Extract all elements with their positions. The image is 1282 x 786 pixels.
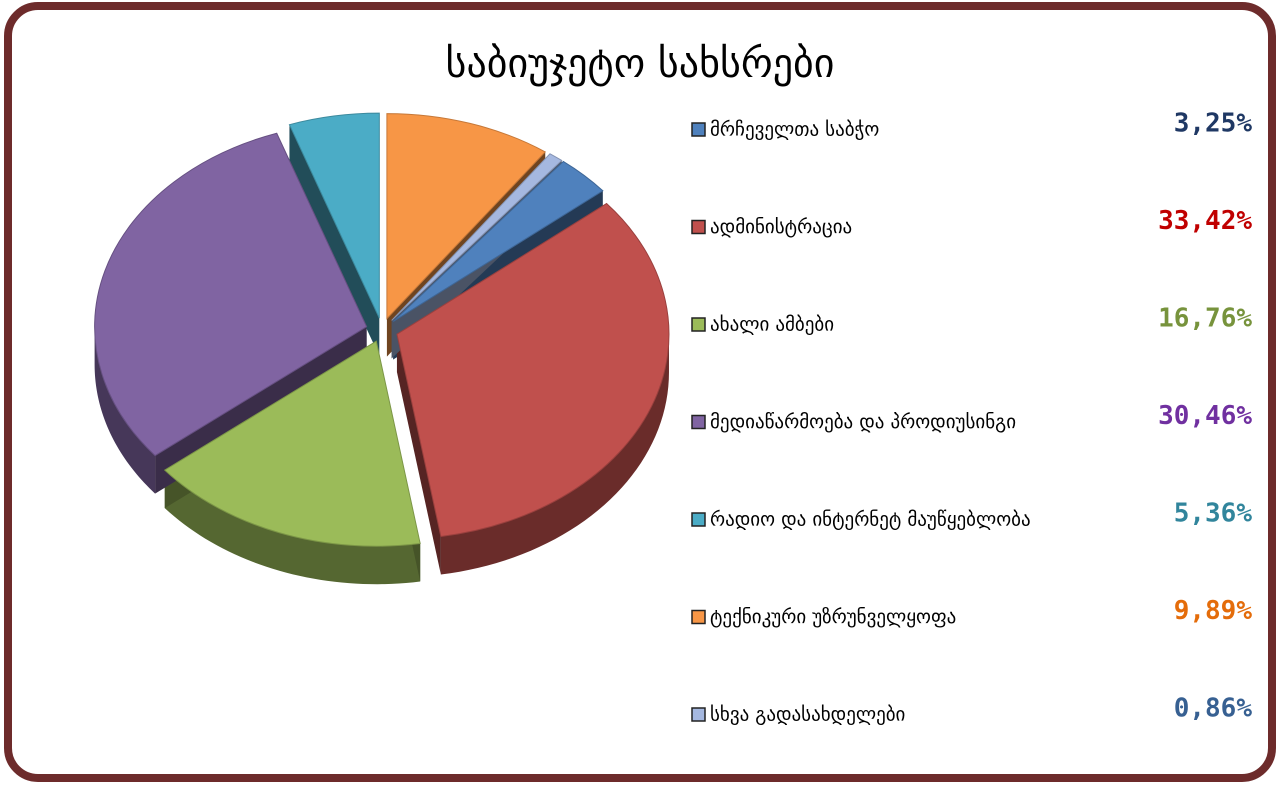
legend-swatch [691,707,706,722]
slice-side [94,326,156,494]
value-label: 33,42% [1158,206,1252,236]
slice [94,132,368,457]
legend-swatch [691,317,706,332]
legend-label: ტექნიკური უზრუნველყოფა [710,606,956,628]
value-label: 3,25% [1174,109,1253,139]
slice [396,202,670,538]
slice [386,113,547,320]
chart-title: საბიუჯეტო სახსრები [446,41,835,87]
slice-edge [289,124,380,357]
legend-swatch [691,122,706,137]
value-label: 9,89% [1174,596,1253,626]
pie [94,112,670,585]
slice [392,160,604,322]
value-label: 30,46% [1158,401,1252,431]
legend-label: ახალი ამბები [710,314,834,336]
legend-swatch [691,219,706,235]
slice [391,153,563,321]
slice [163,340,421,547]
slice-side [440,334,669,575]
slice-side [164,470,421,585]
slice-edge [396,334,441,575]
value-label: 0,86% [1174,694,1253,724]
legend-label: სხვა გადასახდელები [710,704,905,726]
legend: მრჩეველთა საბჭო 3,25% ადმინისტრაცია 33,42% ა… [691,109,1253,726]
legend-swatch [691,609,706,625]
legend-label: ადმინისტრაცია [710,216,852,238]
legend-label: მედიაწარმოება და პროდიუსინგი [710,411,1016,433]
value-label: 5,36% [1174,499,1253,529]
legend-label: მრჩეველთა საბჭო [710,119,879,141]
legend-swatch [691,414,706,430]
legend-swatch [691,512,706,527]
value-label: 16,76% [1158,304,1252,334]
legend-label: რადიო და ინტერნეტ მაუწყებლობა [710,509,1031,531]
slice [288,112,380,319]
